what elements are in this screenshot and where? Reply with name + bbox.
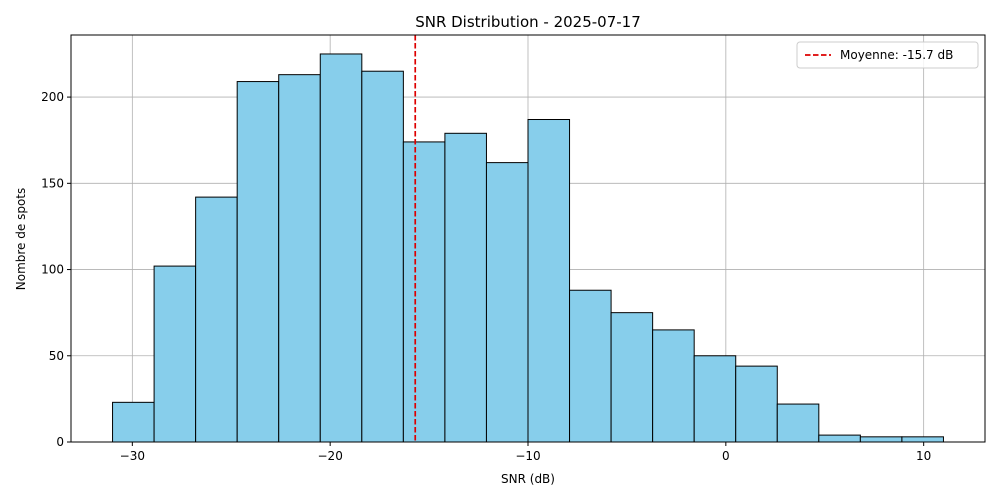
x-axis-label: SNR (dB) [501, 472, 555, 486]
histogram-bar [153, 265, 197, 443]
histogram-bar [901, 436, 944, 443]
histogram-bar [361, 70, 404, 443]
histogram-bar [818, 434, 861, 443]
histogram-bar [444, 132, 487, 443]
histogram-bar [776, 403, 820, 443]
histogram-bar [402, 141, 446, 443]
histogram-bar [693, 355, 737, 443]
histogram-bar [735, 365, 778, 443]
histogram-bar [652, 329, 695, 443]
histogram-bar [485, 162, 529, 443]
histogram-bar [236, 81, 280, 443]
y-tick-label: 200 [41, 90, 64, 104]
chart-title: SNR Distribution - 2025-07-17 [415, 13, 641, 31]
histogram-bar [527, 119, 571, 443]
histogram-bar [319, 53, 363, 443]
histogram-bar [569, 289, 612, 443]
x-tick-label: −10 [515, 449, 540, 463]
y-axis-label: Nombre de spots [14, 188, 28, 290]
histogram-bar [112, 401, 155, 443]
x-tick-label: 10 [916, 449, 931, 463]
y-tick-label: 50 [49, 349, 64, 363]
y-tick-label: 0 [56, 435, 64, 449]
y-tick-label: 100 [41, 263, 64, 277]
x-axis-ticks: −30 −20 −10 0 10 [120, 442, 931, 463]
y-tick-label: 150 [41, 176, 64, 190]
y-axis-ticks: 0 50 100 150 200 [41, 90, 71, 449]
histogram-bar [195, 196, 238, 443]
x-tick-label: −20 [318, 449, 343, 463]
x-tick-label: 0 [722, 449, 730, 463]
legend: Moyenne: -15.7 dB [796, 41, 979, 69]
histogram-bar [859, 436, 903, 443]
legend-box [796, 41, 979, 69]
x-tick-label: −30 [120, 449, 145, 463]
histogram-bar [278, 74, 321, 443]
legend-mean-label: Moyenne: -15.7 dB [840, 48, 953, 62]
histogram-bar [610, 312, 654, 443]
bars [112, 53, 944, 443]
